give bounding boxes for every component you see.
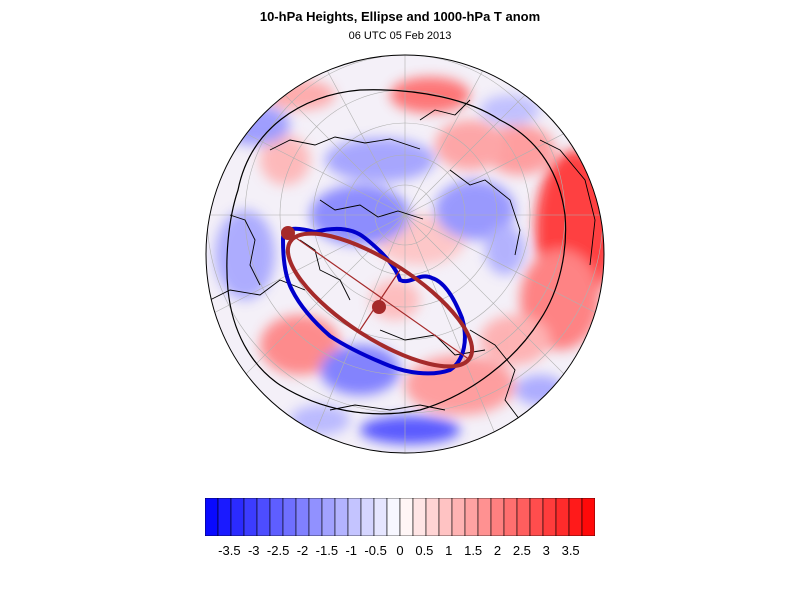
ellipse-center-marker bbox=[372, 300, 386, 314]
colorbar-swatch bbox=[412, 498, 427, 536]
colorbar-tick-label: -0.5 bbox=[364, 543, 387, 558]
colorbar-swatch bbox=[360, 498, 375, 536]
colorbar-swatch bbox=[451, 498, 466, 536]
colorbar-swatch bbox=[321, 498, 336, 536]
colorbar-swatch bbox=[386, 498, 401, 536]
colorbar-tick-label: 2 bbox=[493, 543, 502, 558]
map-subtitle: 06 UTC 05 Feb 2013 bbox=[348, 30, 452, 42]
colorbar-swatch bbox=[334, 498, 349, 536]
colorbar-swatch bbox=[243, 498, 258, 536]
colorbar-swatch bbox=[230, 498, 245, 536]
colorbar-swatch bbox=[438, 498, 453, 536]
colorbar-tick-label: 3.5 bbox=[561, 543, 580, 558]
colorbar-tick-label: 1 bbox=[445, 543, 453, 558]
colorbar-labels: -3.5 -3 -2.5 -2 -1.5 -1 -0.5 0 0.5 1 1.5 2 2.5 3 3.5 bbox=[0, 543, 800, 563]
colorbar-tick-label: 0.5 bbox=[415, 543, 434, 558]
colorbar-tick-label: -3.5 bbox=[218, 543, 241, 558]
colorbar-swatch bbox=[282, 498, 297, 536]
colorbar bbox=[205, 498, 595, 536]
ellipse-end-marker bbox=[281, 226, 295, 240]
colorbar-swatch bbox=[256, 498, 271, 536]
colorbar-swatch bbox=[477, 498, 492, 536]
colorbar-swatch bbox=[373, 498, 388, 536]
colorbar-swatch bbox=[217, 498, 232, 536]
colorbar-swatch bbox=[503, 498, 518, 536]
colorbar-swatch bbox=[516, 498, 531, 536]
colorbar-swatch bbox=[555, 498, 570, 536]
colorbar-swatch bbox=[568, 498, 583, 536]
colorbar-swatch bbox=[295, 498, 310, 536]
colorbar-tick-label: 2.5 bbox=[512, 543, 531, 558]
colorbar-swatch bbox=[269, 498, 284, 536]
height-contour bbox=[281, 226, 467, 376]
colorbar-swatch bbox=[490, 498, 505, 536]
colorbar-tick-label: -1 bbox=[345, 543, 358, 558]
colorbar-tick-label: -3 bbox=[247, 543, 260, 558]
colorbar-swatch bbox=[464, 498, 479, 536]
colorbar-tick-label: -1.5 bbox=[315, 543, 339, 558]
colorbar-swatch bbox=[425, 498, 440, 536]
colorbar-swatch bbox=[529, 498, 544, 536]
colorbar-swatch bbox=[542, 498, 557, 536]
map-title: 10-hPa Heights, Ellipse and 1000-hPa T a… bbox=[259, 9, 541, 24]
graticule bbox=[206, 55, 604, 453]
colorbar-tick-label: -2.5 bbox=[266, 543, 290, 558]
colorbar-tick-label: -2 bbox=[296, 543, 309, 558]
colorbar-tick-label: 0 bbox=[396, 543, 404, 558]
colorbar-swatch bbox=[347, 498, 362, 536]
vortex-ellipse bbox=[285, 231, 475, 369]
colorbar-tick-label: 3 bbox=[542, 543, 550, 558]
colorbar-swatch bbox=[399, 498, 414, 536]
colorbar-swatch bbox=[308, 498, 323, 536]
colorbar-swatch bbox=[581, 498, 595, 536]
colorbar-swatch bbox=[205, 498, 219, 536]
colorbar-tick-label: 1.5 bbox=[464, 543, 483, 558]
map-boundary bbox=[205, 54, 605, 454]
temperature-anomaly-field bbox=[206, 55, 604, 453]
